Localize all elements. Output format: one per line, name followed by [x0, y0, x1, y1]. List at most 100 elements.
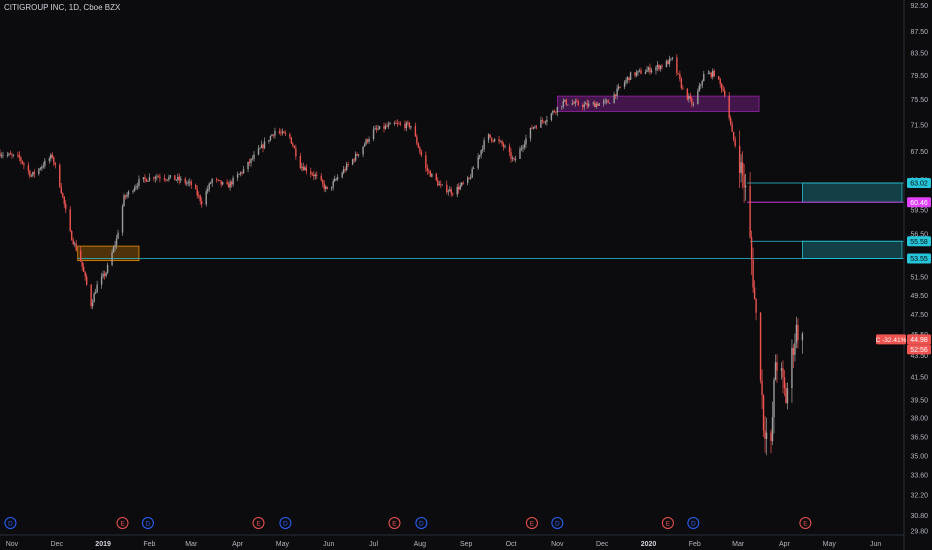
- candle-body: [420, 151, 423, 156]
- price-axis-label: 36.50: [910, 434, 928, 441]
- marker-circle: [279, 517, 292, 529]
- candle-body: [206, 189, 209, 192]
- candle-body: [48, 158, 51, 161]
- candle-body: [221, 182, 224, 185]
- candle-body: [112, 247, 115, 253]
- candle-body: [290, 137, 293, 144]
- candle-body: [377, 129, 379, 130]
- candle-body: [688, 96, 690, 100]
- candle-body: [661, 65, 663, 67]
- candle-body: [247, 161, 249, 170]
- candle-body: [229, 181, 231, 188]
- candle-body: [84, 271, 86, 277]
- price-axis-label: 33.60: [910, 473, 928, 480]
- candle-body: [468, 177, 470, 179]
- candle-body: [701, 81, 703, 85]
- candle-body: [253, 154, 255, 159]
- candle-body: [749, 185, 751, 238]
- candle-body: [480, 150, 482, 156]
- candle-body: [9, 153, 12, 155]
- candle-body: [595, 103, 597, 108]
- candle-body: [449, 189, 451, 192]
- candle-body: [184, 178, 186, 184]
- candle-body: [743, 174, 745, 188]
- candle-body: [534, 126, 536, 128]
- candle-body: [115, 238, 118, 246]
- candle-body: [248, 161, 251, 163]
- candle-body: [362, 146, 364, 155]
- earnings-marker: E: [252, 517, 265, 529]
- time-axis[interactable]: Nov Dec 2019 Feb Mar Apr May Jun Jul Aug Sep Oct Nov…: [6, 541, 882, 548]
- candle-body: [783, 377, 786, 389]
- candle-body: [63, 196, 65, 204]
- candle-body: [762, 395, 765, 431]
- candle-body: [671, 57, 674, 59]
- candle-body: [508, 146, 511, 153]
- marker-circle: [141, 517, 154, 529]
- candle-body: [311, 174, 313, 175]
- candle-body: [85, 276, 88, 285]
- candle-body: [546, 119, 548, 122]
- candle-body: [605, 100, 608, 102]
- candle-body: [103, 273, 106, 276]
- candle-body: [544, 121, 547, 123]
- earnings-marker: E: [525, 517, 538, 529]
- candle-body: [771, 417, 774, 442]
- candle-body: [692, 103, 695, 105]
- candle-body: [33, 171, 36, 174]
- candle-body: [147, 180, 149, 182]
- time-axis-label: Sep: [460, 541, 473, 548]
- price-tag-bg: [907, 253, 931, 264]
- time-axis-label: Nov: [6, 541, 19, 548]
- candle-body: [435, 173, 438, 181]
- time-axis-label: Nov: [551, 541, 564, 548]
- candle-body: [90, 284, 92, 307]
- candle-body: [314, 174, 316, 177]
- candle-body: [21, 160, 24, 164]
- candle-body: [272, 134, 275, 136]
- candle-body: [250, 158, 252, 163]
- candle-body: [398, 123, 400, 125]
- candle-body: [27, 165, 30, 171]
- candle-body: [396, 123, 399, 125]
- candle-body: [127, 191, 130, 195]
- candle-body: [532, 127, 535, 129]
- candle-body: [588, 103, 590, 107]
- candle-body: [419, 147, 421, 152]
- candle-body: [138, 179, 140, 186]
- candle-body: [354, 154, 357, 161]
- candle-body: [292, 143, 294, 147]
- chart-title: CITIGROUP INC, 1D, Cboe BZX: [4, 3, 121, 12]
- candle-body: [347, 164, 349, 166]
- candle-body: [504, 146, 506, 148]
- candle-body: [689, 96, 692, 99]
- candle-body: [29, 170, 31, 177]
- candle-body: [215, 178, 218, 180]
- candle-body: [239, 172, 242, 174]
- marker-circle: [116, 517, 129, 529]
- candle-body: [322, 180, 324, 184]
- price-axis-label: 35.00: [910, 454, 928, 461]
- teal-zone: [801, 240, 903, 259]
- candle-body: [510, 152, 512, 159]
- candle-body: [541, 120, 544, 122]
- price-tag: 44.98: [907, 334, 931, 345]
- candle-body: [658, 64, 660, 70]
- candle-body: [356, 154, 358, 156]
- candle-body: [755, 299, 757, 313]
- candle-body: [462, 182, 464, 184]
- candle-body: [59, 164, 61, 188]
- candle-body: [106, 264, 109, 273]
- marker-circle: [388, 517, 401, 529]
- candle-body: [501, 141, 503, 145]
- candle-body: [719, 79, 721, 84]
- candle-body: [776, 362, 778, 371]
- candle-body: [257, 148, 260, 155]
- candle-body: [608, 102, 611, 104]
- dividend-marker: D: [687, 517, 700, 529]
- candle-body: [740, 162, 742, 173]
- time-axis-label: Mar: [185, 541, 198, 548]
- candle-body: [713, 70, 715, 77]
- candle-body: [738, 145, 741, 173]
